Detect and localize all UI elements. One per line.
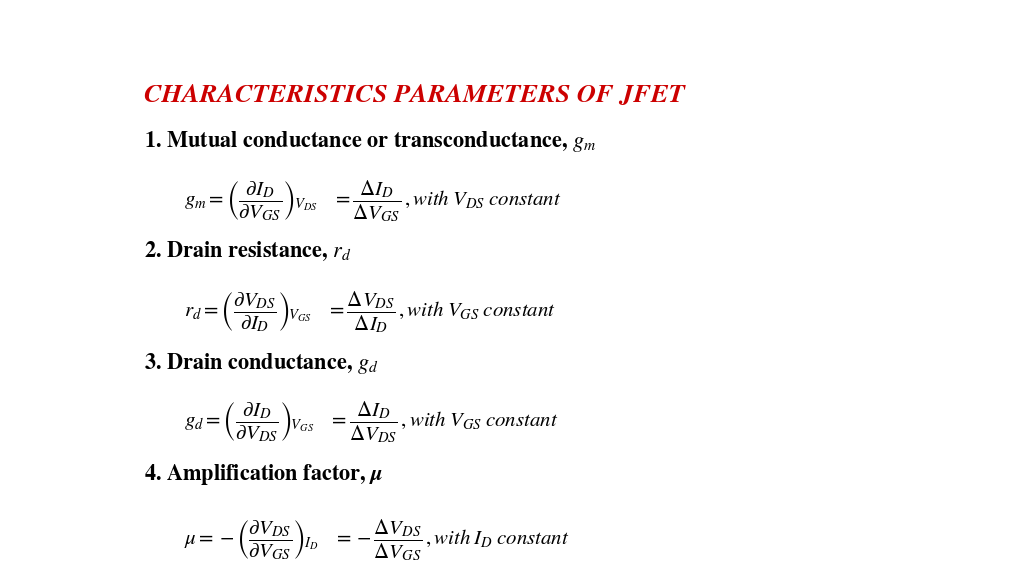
Text: $g_d = \left(\dfrac{\partial I_D}{\partial V_{DS}}\right)_{\!V_{GS}} \quad = \df: $g_d = \left(\dfrac{\partial I_D}{\parti…	[183, 400, 558, 445]
Text: 4. Amplification factor, $\boldsymbol{\mu}$: 4. Amplification factor, $\boldsymbol{\m…	[143, 461, 383, 487]
Text: 1. Mutual conductance or transconductance, $\boldsymbol{g_m}$: 1. Mutual conductance or transconductanc…	[143, 129, 596, 154]
Text: $r_d = \left(\dfrac{\partial V_{DS}}{\partial I_D}\right)_{\!V_{GS}} \quad = \df: $r_d = \left(\dfrac{\partial V_{DS}}{\pa…	[183, 289, 555, 335]
Text: $\mu = -\left(\dfrac{\partial V_{DS}}{\partial V_{GS}}\right)_{\!I_D} \quad = -\: $\mu = -\left(\dfrac{\partial V_{DS}}{\p…	[183, 517, 569, 563]
Text: $g_m = \left(\dfrac{\partial I_D}{\partial V_{GS}}\right)_{\!V_{DS}} \quad = \df: $g_m = \left(\dfrac{\partial I_D}{\parti…	[183, 178, 561, 223]
Text: 3. Drain conductance, $\boldsymbol{g_d}$: 3. Drain conductance, $\boldsymbol{g_d}$	[143, 351, 379, 376]
Text: 2. Drain resistance, $\boldsymbol{r_d}$: 2. Drain resistance, $\boldsymbol{r_d}$	[143, 240, 351, 263]
Text: CHARACTERISTICS PARAMETERS OF JFET: CHARACTERISTICS PARAMETERS OF JFET	[143, 82, 685, 106]
